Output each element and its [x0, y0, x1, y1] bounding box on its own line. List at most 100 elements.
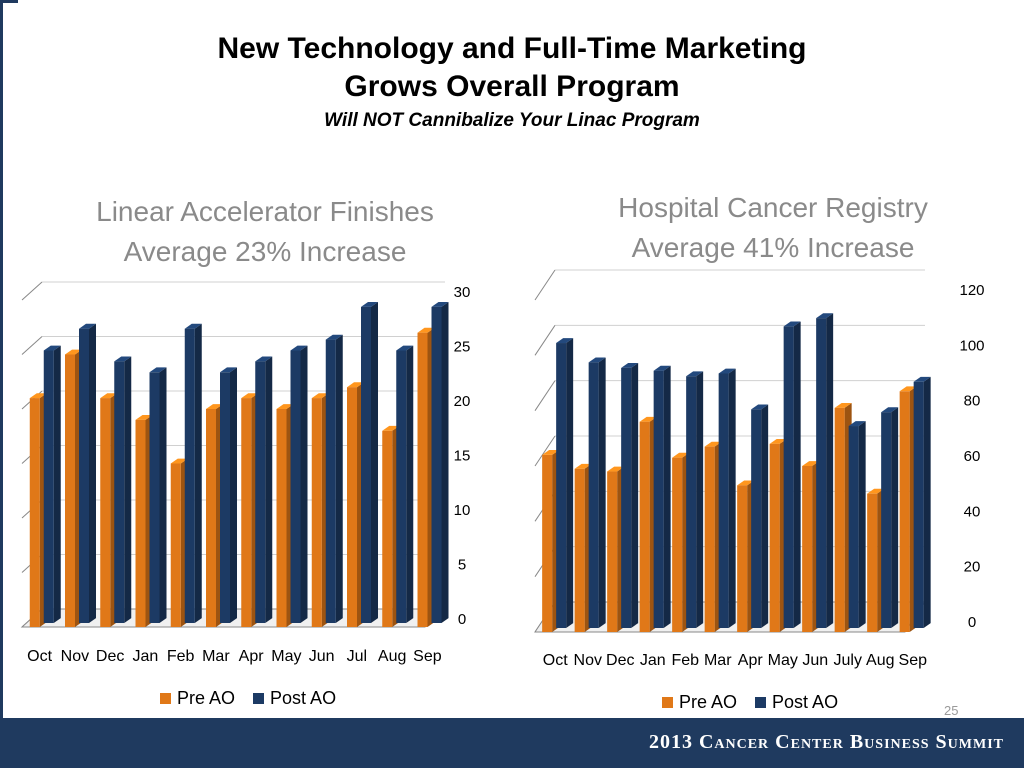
- chart1-legend: Pre AO Post AO: [160, 688, 354, 709]
- chart1-ytick-label: 5: [458, 557, 466, 574]
- chart2-bar-top-post: [881, 407, 899, 413]
- chart1-xtick-label: Apr: [239, 648, 265, 665]
- chart2-legend-pre-label: Pre AO: [679, 692, 738, 712]
- chart1-ytick-label: 20: [454, 393, 471, 410]
- chart2-ytick-label: 40: [964, 503, 981, 520]
- chart1-bar-post-sep: [431, 306, 442, 623]
- chart2-ytick-label: 60: [964, 448, 981, 465]
- chart1-bar-side-post: [159, 367, 167, 623]
- chart2-bar-side-post: [696, 371, 704, 628]
- chart1-bar-post-nov: [79, 328, 90, 623]
- chart2-bar-pre-oct: [542, 454, 553, 632]
- chart2-bar-side-post: [923, 376, 931, 628]
- chart1-bar-top-post: [361, 302, 379, 307]
- chart2-ytick-label: 80: [964, 393, 981, 410]
- chart2-xtick-label: Aug: [866, 652, 894, 669]
- chart2-bar-pre-may: [769, 443, 780, 632]
- chart2-bar-side-post: [858, 421, 866, 628]
- chart2-bar-top-post: [913, 376, 931, 382]
- chart2-bar-pre-apr: [737, 485, 748, 632]
- chart1-bar-top-post: [114, 356, 132, 362]
- chart1-bar-pre-may: [276, 409, 287, 627]
- chart1-bar-post-aug: [396, 350, 407, 623]
- chart1-bar-post-jan: [149, 372, 160, 623]
- chart1-bar-side-post: [89, 323, 97, 623]
- chart2-legend: Pre AO Post AO: [662, 692, 856, 713]
- slide-subtitle: Will NOT Cannibalize Your Linac Program: [324, 110, 700, 131]
- chart1-bar-top-pre: [170, 458, 188, 464]
- chart1-bar-top-post: [79, 323, 97, 329]
- chart1-bar-top-pre: [311, 393, 329, 399]
- chart2-xtick-label: Sep: [899, 652, 928, 669]
- footer-bar: 2013 Cancer Center Business Summit: [0, 718, 1024, 768]
- chart1-bar-side-post: [53, 345, 61, 623]
- chart2-ytick-label: 100: [959, 337, 984, 354]
- chart1-title: Linear Accelerator Finishes Average 23% …: [40, 192, 490, 272]
- chart1-bar-post-oct: [43, 350, 54, 623]
- chart1-bar-top-post: [255, 356, 273, 362]
- chart1-bar-post-mar: [220, 372, 231, 623]
- chart2-title-line-2: Average 41% Increase: [631, 232, 915, 263]
- chart1-xtick-label: May: [271, 648, 301, 665]
- chart1-bar-pre-apr: [241, 398, 252, 627]
- chart2-legend-pre: Pre AO: [662, 692, 737, 713]
- chart2-bar-top-post: [751, 404, 769, 410]
- chart1-bar-top-post: [325, 334, 343, 340]
- chart1-bar-top-post: [431, 302, 449, 307]
- chart2-bar-top-pre: [574, 463, 592, 469]
- chart2-bar-post-feb: [686, 376, 697, 628]
- chart2-bar-pre-july: [834, 407, 845, 632]
- chart2-xtick-label: Jan: [640, 652, 666, 669]
- chart1-bar-pre-dec: [100, 398, 111, 627]
- chart1-xtick-label: Oct: [27, 648, 52, 665]
- chart1-ytick-label: 30: [454, 284, 471, 301]
- chart2-bar-top-pre: [802, 461, 820, 466]
- chart2-bar-post-dec: [621, 367, 632, 628]
- chart2-bar-top-post: [621, 363, 639, 368]
- chart1-bar-side-post: [124, 356, 132, 623]
- chart2-xtick-label: Oct: [543, 652, 568, 669]
- chart2-bar-pre-dec: [607, 471, 618, 632]
- chart2-bar-top-pre: [607, 466, 625, 472]
- chart1-legend-post: Post AO: [253, 688, 336, 709]
- chart1-bar-side-post: [441, 302, 449, 623]
- chart2-bar-side-post: [631, 363, 639, 628]
- slide-title-line-1: New Technology and Full-Time Marketing: [217, 32, 807, 65]
- chart2-bar-top-pre: [867, 488, 885, 494]
- chart2-bar-top-post: [588, 357, 606, 363]
- chart1-bar-top-pre: [347, 382, 365, 388]
- chart2-bar-top-pre: [672, 452, 690, 458]
- chart2-bar-side-post: [598, 357, 606, 628]
- chart1-legend-pre: Pre AO: [160, 688, 235, 709]
- chart1-bar-pre-oct: [29, 398, 40, 627]
- chart1-bar-top-post: [149, 367, 167, 373]
- chart1-xtick-label: Feb: [167, 648, 195, 665]
- chart2-bar-top-pre: [639, 416, 657, 422]
- corner-accent: [0, 0, 18, 3]
- chart2-xtick-label: May: [768, 652, 798, 669]
- chart1-bar-top-pre: [29, 393, 47, 399]
- chart1-xtick-label: Nov: [61, 648, 89, 665]
- chart2-bar-side-post: [663, 365, 671, 628]
- chart1-xtick-label: Mar: [202, 648, 230, 665]
- chart1-bar-pre-feb: [170, 463, 181, 627]
- chart2-bar-top-pre: [834, 403, 852, 408]
- legend-swatch-post: [253, 693, 265, 704]
- chart1-bar-pre-nov: [65, 354, 76, 627]
- chart1-bar-top-post: [220, 367, 238, 373]
- chart2-grid-edge: [534, 435, 556, 467]
- chart2-xtick-label: Mar: [704, 652, 732, 669]
- legend-swatch-pre: [160, 693, 171, 704]
- chart2-bar-side-post: [728, 368, 736, 628]
- chart1-ytick-label: 0: [458, 611, 466, 628]
- chart1-bar-top-post: [290, 345, 308, 351]
- chart2-legend-post-label: Post AO: [772, 692, 839, 712]
- chart2-grid-edge: [534, 325, 556, 356]
- chart2-bar-pre-nov: [574, 468, 585, 632]
- chart1-xtick-label: Jul: [347, 648, 367, 665]
- chart2-bar-post-jan: [653, 370, 664, 628]
- chart1-bar-side-post: [300, 345, 308, 623]
- chart1-bar-top-pre: [135, 415, 153, 420]
- left-accent-rule: [0, 0, 3, 718]
